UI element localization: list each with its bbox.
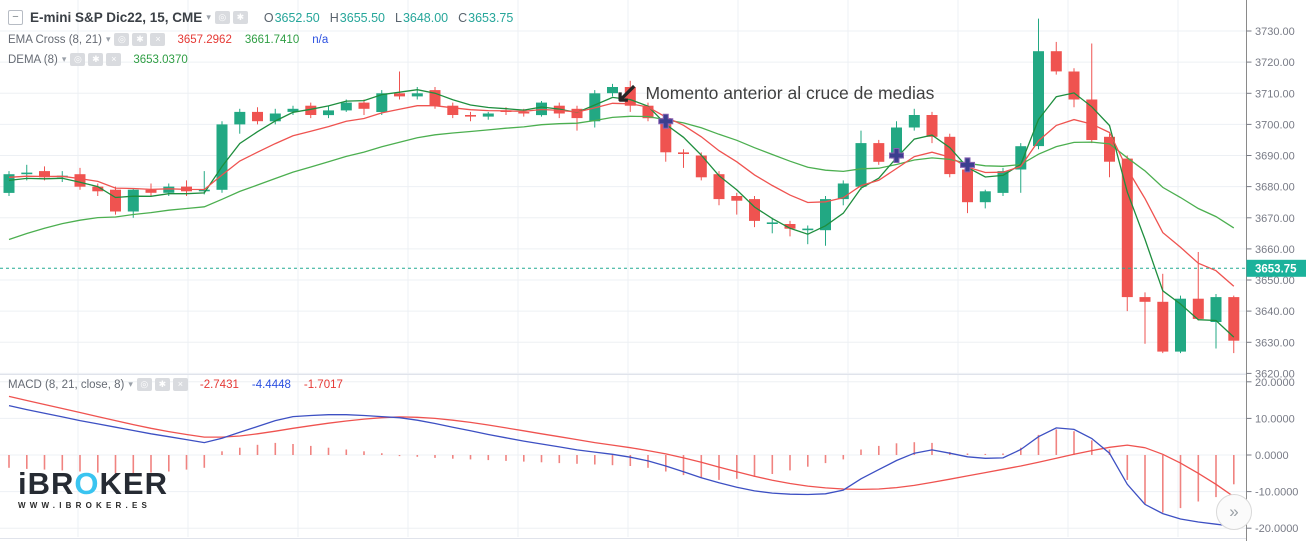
ema-cross-name: EMA Cross (8, 21) — [8, 33, 102, 46]
logo-o-ring: O — [74, 466, 100, 501]
dema-value: 3653.0370 — [133, 53, 188, 66]
close-icon[interactable]: × — [172, 378, 188, 391]
ema-extra-value: n/a — [312, 33, 329, 46]
last-price-badge — [1246, 259, 1306, 277]
price-tick-label: 3710.00 — [1255, 88, 1295, 100]
price-tick-label: 3730.00 — [1255, 26, 1295, 38]
macd-value: -2.7431 — [199, 378, 239, 391]
price-tick-label: 3690.00 — [1255, 151, 1295, 163]
low-value: 3648.00 — [402, 10, 449, 25]
price-tick-label: 3660.00 — [1255, 244, 1295, 256]
low-label: L — [394, 10, 402, 25]
chevron-down-icon[interactable]: ▾ — [128, 379, 133, 389]
price-tick-label: 3720.00 — [1255, 57, 1295, 69]
ema-cross-marker — [889, 148, 904, 163]
close-icon[interactable]: × — [106, 53, 122, 66]
eye-icon[interactable]: ◎ — [70, 53, 86, 66]
macd-legend-row: MACD (8, 21, close, 8) ▾ ◎ ✱ × -2.7431 -… — [8, 378, 356, 391]
macd-tick-label: 10.0000 — [1255, 413, 1295, 425]
eye-icon[interactable]: ◎ — [136, 378, 152, 391]
close-icon[interactable]: × — [150, 33, 166, 46]
price-tick-label: 3620.00 — [1255, 368, 1295, 380]
high-label: H — [329, 10, 339, 25]
annotation-arrow-icon: ↙ — [615, 77, 639, 108]
ibroker-url: WWW.IBROKER.ES — [18, 501, 152, 510]
high-value: 3655.50 — [339, 10, 385, 25]
macd-values: -2.7431 -4.4448 -1.7017 — [200, 379, 356, 391]
macd-signal-value: -4.4448 — [251, 378, 291, 391]
macd-tick-label: 20.0000 — [1255, 377, 1295, 389]
scroll-right-button[interactable]: » — [1216, 494, 1252, 530]
chart-annotation: ↙ Momento anterior al cruce de medias — [615, 79, 934, 107]
price-tick-label: 3670.00 — [1255, 213, 1295, 225]
macd-hist-value: -1.7017 — [303, 378, 343, 391]
ema-slow-value: 3661.7410 — [244, 33, 300, 46]
ema-cross-legend-row: EMA Cross (8, 21) ▾ ◎ ✱ × 3657.2962 3661… — [8, 33, 341, 46]
ibroker-wordmark: iBROKER — [18, 466, 168, 501]
dema-values: 3653.0370 — [133, 54, 200, 66]
instrument-title: E-mini S&P Dic22, 15, CME — [30, 10, 203, 25]
macd-tick-label: -10.0000 — [1255, 487, 1298, 499]
chevron-down-icon[interactable]: ▾ — [105, 34, 111, 44]
macd-tick-label: 0.0000 — [1255, 450, 1289, 462]
ema-cross-marker — [658, 113, 674, 129]
chevron-down-icon[interactable]: ▾ — [206, 12, 211, 22]
eye-icon[interactable]: ◎ — [214, 11, 230, 24]
gear-icon[interactable]: ✱ — [132, 33, 148, 46]
dema-legend-row: DEMA (8) ▾ ◎ ✱ × 3653.0370 — [8, 53, 201, 66]
eye-icon[interactable]: ◎ — [114, 33, 130, 46]
macd-name: MACD (8, 21, close, 8) — [8, 378, 125, 391]
ibroker-logo: iBROKER WWW.IBROKER.ES — [18, 466, 168, 511]
gear-icon[interactable]: ✱ — [88, 53, 104, 66]
gear-icon[interactable]: ✱ — [154, 378, 170, 391]
close-value: 3653.75 — [468, 10, 514, 25]
double-chevron-right-icon: » — [1229, 502, 1239, 521]
gear-icon[interactable]: ✱ — [232, 11, 248, 24]
collapse-icon[interactable]: − — [8, 10, 23, 25]
price-tick-label: 3700.00 — [1255, 119, 1295, 131]
instrument-legend-row: − E-mini S&P Dic22, 15, CME ▾ ◎ ✱ O 3652… — [8, 10, 523, 25]
close-label: C — [458, 10, 468, 25]
dema-name: DEMA (8) — [8, 53, 58, 66]
open-label: O — [263, 10, 274, 25]
ohlc-readout: O 3652.50 H 3655.50 L 3648.00 C 3653.75 — [264, 11, 524, 25]
annotation-text: Momento anterior al cruce de medias — [645, 82, 935, 103]
last-price-badge-text: 3653.75 — [1255, 263, 1297, 275]
chevron-down-icon[interactable]: ▾ — [61, 54, 67, 64]
ema-fast-value: 3657.2962 — [177, 33, 232, 46]
open-value: 3652.50 — [274, 10, 320, 25]
macd-tick-label: -20.0000 — [1255, 523, 1298, 535]
price-tick-label: 3630.00 — [1255, 337, 1295, 349]
price-tick-label: 3650.00 — [1255, 275, 1295, 287]
price-tick-label: 3680.00 — [1255, 182, 1295, 194]
price-tick-label: 3640.00 — [1255, 306, 1295, 318]
ema-cross-marker — [960, 157, 975, 173]
ema-cross-values: 3657.2962 3661.7410 n/a — [177, 34, 341, 46]
